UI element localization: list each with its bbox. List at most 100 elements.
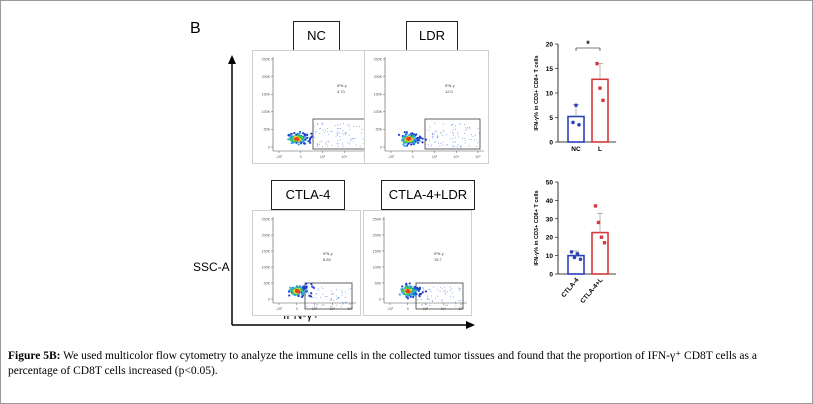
flow-event-dot [321,123,323,125]
flow-density-dot [424,290,428,293]
flow-density-dot [398,293,401,296]
flow-event-dot [355,144,357,146]
flow-event-dot [451,288,453,290]
flow-event-dot [443,123,445,125]
chart-point [574,103,578,108]
flow-event-dot [434,130,436,132]
flow-event-dot [460,305,462,307]
flow-event-dot [312,131,314,133]
flow-event-dot [446,134,448,136]
flow-y-tick-label: 0 [268,145,270,149]
flow-event-dot [457,133,459,135]
flow-event-dot [441,288,443,290]
flow-x-tick-label: 10³ [320,155,326,159]
flow-y-tick-label: 0 [380,145,382,149]
flow-density-dot [410,143,413,146]
flow-event-dot [338,296,340,298]
flow-x-tick-label: 10⁴ [453,155,459,159]
flow-event-dot [431,133,433,135]
flow-event-dot [432,301,434,303]
flow-event-dot [434,133,436,135]
flow-density-dot [415,140,419,143]
flow-event-dot [458,300,460,302]
flow-event-dot [458,123,460,125]
flow-plot-ldr-svg: 250K 200K 150K 100K 50K 0 -10³ 0 10³ 10⁴ 10⁵ IFN-γ1… [374,57,484,159]
flow-x-tick-label: 0 [407,307,409,311]
flow-y-tick-label: 150K [262,93,271,97]
flow-density-dot [405,132,408,135]
flow-event-dot [342,144,344,146]
flow-density-dot [407,142,410,145]
flow-event-dot [341,306,343,308]
flow-event-dot [454,125,456,127]
flow-event-dot [339,123,341,125]
flow-event-dot [464,139,466,141]
flow-event-dot [452,146,454,148]
flow-density-dot [302,132,305,135]
flow-y-tick-label: 200K [374,75,383,79]
flow-event-dot [341,294,343,296]
flow-density-dot [410,285,413,288]
flow-event-dot [447,304,449,306]
flow-event-dot [468,139,470,141]
flow-event-dot [318,289,320,291]
flow-event-dot [343,302,345,304]
flow-label-ctla4: CTLA-4 [271,180,345,210]
flow-event-dot [465,127,467,129]
flow-event-dot [319,133,321,135]
flow-event-dot [444,304,446,306]
flow-event-dot [422,289,424,291]
flow-event-dot [353,125,355,127]
flow-event-dot [479,135,481,137]
flow-density-dot [301,289,304,292]
flow-event-dot [467,127,469,129]
flow-event-dot [444,286,446,288]
chart-point [596,220,601,225]
flow-density-dot [311,285,314,288]
flow-density-dot [290,142,293,145]
flow-event-dot [454,137,456,139]
flow-density-dot [289,286,292,289]
flow-density-dot [312,286,315,289]
flow-event-dot [319,141,321,143]
flow-event-dot [454,301,456,303]
flow-event-dot [442,130,444,132]
flow-density-dot [405,287,408,290]
flow-event-dot [440,131,442,133]
flow-label-ctla4-ldr: CTLA-4+LDR [381,180,475,210]
flow-event-dot [434,122,436,124]
flow-density-dot [402,140,405,144]
flow-event-dot [319,144,321,146]
flow-event-dot [321,122,323,124]
flow-density-dot [421,137,424,140]
flow-event-dot [439,291,441,293]
chart-y-label: IFN-γ% in CD3+ CD8+ T cells [534,190,540,265]
flow-event-dot [455,141,457,143]
flow-event-dot [330,131,332,133]
flow-density-dot [303,134,306,137]
flow-event-dot [340,290,342,292]
flow-event-dot [307,292,309,294]
flow-event-dot [425,143,427,145]
flow-event-dot [320,141,322,143]
flow-event-dot [337,298,339,300]
flow-event-dot [317,304,319,306]
flow-event-dot [451,123,453,125]
flow-event-dot [325,295,327,297]
gate-value-ctla4-ldr: 15.7 [434,257,443,262]
flow-x-tick-label: 10⁴ [341,155,347,159]
flow-event-dot [327,131,329,133]
flow-y-tick-label: 100K [262,110,271,114]
flow-event-dot [444,293,446,295]
flow-event-dot [450,125,452,127]
chart-point [599,235,604,239]
flow-event-dot [440,133,442,135]
flow-event-dot [333,293,335,295]
flow-event-dot [316,144,318,146]
flow-y-tick-label: 250K [373,217,382,221]
flow-event-dot [452,141,454,143]
flow-gate [304,282,353,310]
flow-event-dot [325,143,327,145]
flow-event-dot [437,289,439,291]
